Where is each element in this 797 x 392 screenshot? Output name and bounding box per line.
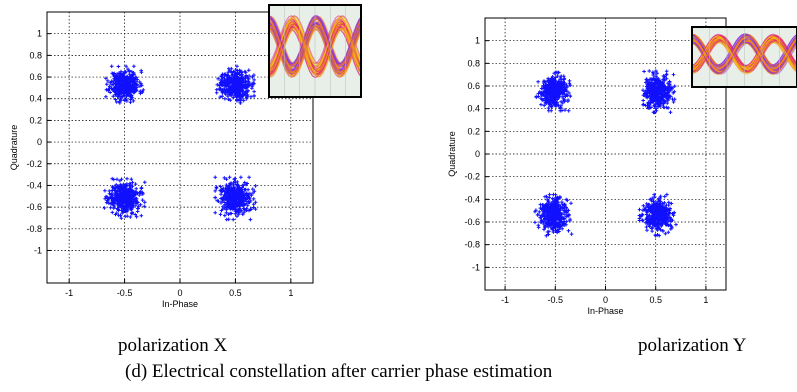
point-cluster-3 bbox=[102, 176, 147, 220]
x-tick-label: 1 bbox=[288, 288, 293, 298]
constellation-points bbox=[533, 69, 678, 238]
x-axis-label: In-Phase bbox=[162, 299, 198, 309]
y-tick-label: 0.6 bbox=[29, 72, 42, 82]
constellation-points bbox=[102, 64, 258, 222]
y-tick-label: 0.8 bbox=[29, 50, 42, 60]
point-cluster-1 bbox=[104, 64, 146, 105]
point-cluster-2 bbox=[214, 64, 256, 105]
point-cluster-4 bbox=[637, 192, 678, 238]
eye-inset-frame bbox=[268, 4, 362, 98]
x-tick-label: 0 bbox=[603, 295, 608, 305]
x-axis-label: In-Phase bbox=[587, 306, 623, 316]
eye-inset-frame bbox=[691, 26, 797, 88]
y-tick-label: -0.2 bbox=[464, 172, 480, 182]
point-cluster-3 bbox=[533, 192, 574, 238]
eye-diagram-inset bbox=[268, 4, 362, 98]
y-tick-label: -0.8 bbox=[26, 224, 42, 234]
y-tick-label: 1 bbox=[37, 29, 42, 39]
point-cluster-4 bbox=[213, 175, 258, 222]
y-tick-label: 0.2 bbox=[467, 126, 480, 136]
x-tick-label: 0.5 bbox=[229, 288, 242, 298]
constellation-chart-x: -1 -0.5 0 0.5 1 -1 -0.8 -0.6 -0.4 -0.2 0 0.2 0.4 0.6 0… bbox=[9, 4, 362, 309]
y-tick-label: 1 bbox=[475, 36, 480, 46]
y-tick-label: 0.2 bbox=[29, 115, 42, 125]
y-tick-label: -0.8 bbox=[464, 240, 480, 250]
y-tick-label: 0.8 bbox=[467, 58, 480, 68]
x-tick-label: -1 bbox=[65, 288, 73, 298]
panel-caption-x: polarization X bbox=[118, 335, 228, 356]
y-tick-label: -0.2 bbox=[26, 159, 42, 169]
panel-caption-y: polarization Y bbox=[638, 335, 747, 356]
point-cluster-2 bbox=[641, 69, 677, 115]
x-tick-label: 1 bbox=[703, 295, 708, 305]
y-tick-label: 0 bbox=[475, 149, 480, 159]
y-tick-label: -1 bbox=[472, 262, 480, 272]
y-tick-label: 0.4 bbox=[467, 104, 480, 114]
y-tick-label: -0.6 bbox=[464, 217, 480, 227]
eye-diagram-inset bbox=[691, 26, 797, 88]
y-tick-label: 0.4 bbox=[29, 94, 42, 104]
y-tick-label: -0.6 bbox=[26, 202, 42, 212]
x-tick-label: -1 bbox=[501, 295, 509, 305]
y-axis-label: Quadrature bbox=[9, 125, 19, 171]
y-tick-label: 0 bbox=[37, 137, 42, 147]
x-tick-label: 0.5 bbox=[649, 295, 662, 305]
constellation-chart-y: -1 -0.5 0 0.5 1 -1 -0.8 -0.6 -0.4 -0.2 0 0.2 0.4 0.6 0… bbox=[447, 17, 797, 316]
y-tick-label: -0.4 bbox=[26, 180, 42, 190]
figure-caption: (d) Electrical constellation after carri… bbox=[125, 361, 553, 382]
y-tick-label: -1 bbox=[34, 245, 42, 255]
x-tick-label: -0.5 bbox=[117, 288, 133, 298]
point-cluster-1 bbox=[534, 70, 573, 113]
x-tick-label: 0 bbox=[177, 288, 182, 298]
y-axis-label: Quadrature bbox=[447, 131, 457, 177]
x-tick-label: -0.5 bbox=[548, 295, 564, 305]
y-tick-label: -0.4 bbox=[464, 194, 480, 204]
y-tick-label: 0.6 bbox=[467, 81, 480, 91]
